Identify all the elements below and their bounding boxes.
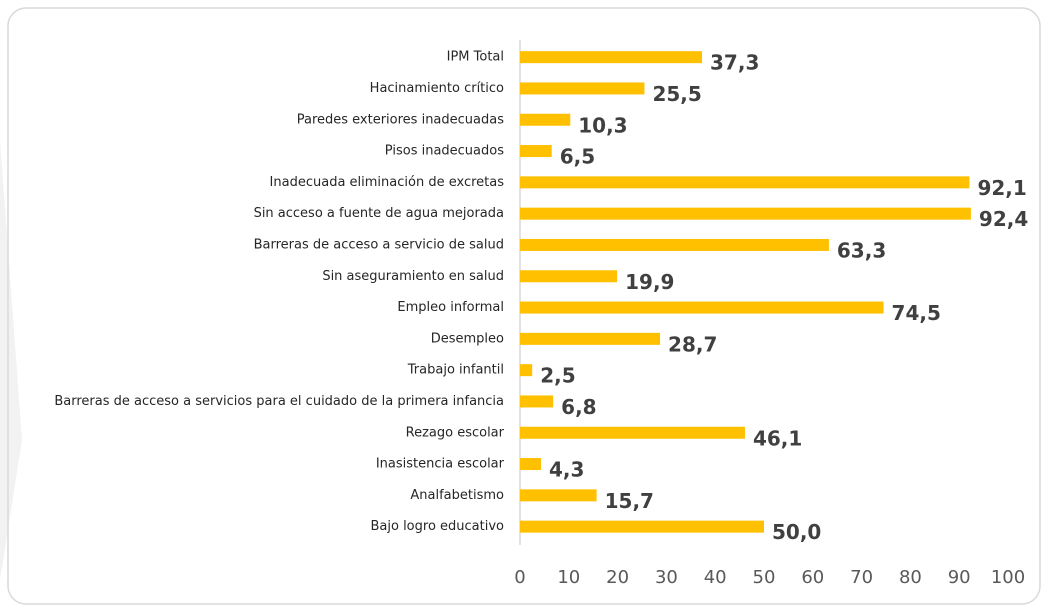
value-label: 50,0 xyxy=(772,520,821,544)
value-label: 4,3 xyxy=(549,458,584,482)
y-tick-label: Trabajo infantil xyxy=(407,363,504,378)
y-tick-label: Paredes exteriores inadecuadas xyxy=(297,112,505,127)
y-tick-label: Analfabetismo xyxy=(410,488,504,503)
bar xyxy=(520,145,552,158)
value-label: 10,3 xyxy=(578,113,627,137)
y-tick-label: Sin acceso a fuente de agua mejorada xyxy=(254,206,504,221)
x-tick-label: 100 xyxy=(991,567,1025,588)
value-label: 2,5 xyxy=(540,364,575,388)
y-tick-label: Sin aseguramiento en salud xyxy=(322,269,504,284)
y-tick-label: Bajo logro educativo xyxy=(370,519,504,534)
x-tick-label: 60 xyxy=(801,567,824,588)
value-label: 37,3 xyxy=(710,51,759,75)
value-label: 28,7 xyxy=(668,332,717,356)
bar xyxy=(520,458,541,471)
value-label: 63,3 xyxy=(837,238,886,262)
bar xyxy=(520,51,703,64)
value-label: 19,9 xyxy=(625,270,674,294)
value-label: 74,5 xyxy=(892,301,941,325)
bar xyxy=(520,207,971,220)
value-label: 15,7 xyxy=(605,489,654,513)
x-tick-label: 90 xyxy=(948,567,971,588)
y-tick-label: Hacinamiento crítico xyxy=(370,81,504,96)
value-label: 46,1 xyxy=(753,426,802,450)
y-tick-label: Inasistencia escolar xyxy=(376,457,505,472)
bar xyxy=(520,270,618,283)
y-tick-label: Barreras de acceso a servicios para el c… xyxy=(54,394,504,409)
chart-border xyxy=(7,7,1041,605)
y-tick-label: IPM Total xyxy=(447,50,504,65)
value-label: 25,5 xyxy=(652,82,701,106)
value-label: 92,4 xyxy=(979,207,1028,231)
y-tick-label: Barreras de acceso a servicio de salud xyxy=(254,237,504,252)
y-tick-label: Inadecuada eliminación de excretas xyxy=(270,175,505,190)
x-tick-label: 40 xyxy=(704,567,727,588)
value-label: 92,1 xyxy=(977,176,1026,200)
y-tick-label: Desempleo xyxy=(431,331,504,346)
decoration xyxy=(0,140,22,580)
y-tick-label: Rezago escolar xyxy=(406,425,505,440)
x-tick-label: 30 xyxy=(655,567,678,588)
bar xyxy=(520,426,745,439)
x-tick-label: 0 xyxy=(514,567,525,588)
x-tick-label: 70 xyxy=(850,567,873,588)
bar xyxy=(520,395,554,408)
x-tick-label: 10 xyxy=(557,567,580,588)
bar xyxy=(520,332,661,345)
bar xyxy=(520,82,645,95)
value-label: 6,5 xyxy=(560,145,595,169)
x-tick-label: 20 xyxy=(606,567,629,588)
bar xyxy=(520,238,829,251)
bar xyxy=(520,301,884,314)
bar xyxy=(520,520,764,533)
y-tick-label: Pisos inadecuados xyxy=(385,144,504,159)
x-tick-label: 50 xyxy=(753,567,776,588)
bar xyxy=(520,489,597,502)
bar xyxy=(520,113,571,126)
bar xyxy=(520,176,970,189)
value-label: 6,8 xyxy=(561,395,596,419)
x-tick-label: 80 xyxy=(899,567,922,588)
bar xyxy=(520,364,533,377)
y-tick-label: Empleo informal xyxy=(397,300,504,315)
